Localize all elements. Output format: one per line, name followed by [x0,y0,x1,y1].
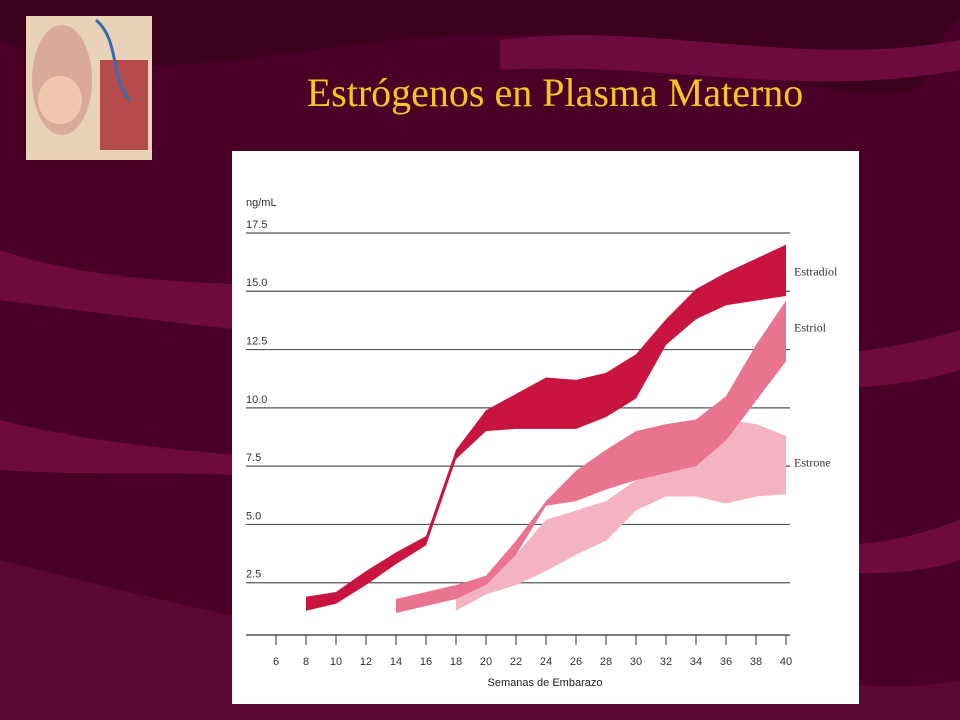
series-label: Estriol [794,320,827,334]
x-tick-label: 8 [303,656,309,668]
y-tick-label: 2.5 [246,569,261,581]
x-tick-label: 34 [690,656,702,668]
x-tick-label: 30 [630,656,642,668]
x-tick-label: 40 [780,656,792,668]
x-tick-label: 20 [480,656,492,668]
band [306,244,786,611]
x-tick-label: 32 [660,656,672,668]
y-tick-label: 7.5 [246,452,261,464]
x-tick-label: 38 [750,656,762,668]
x-tick-label: 24 [540,656,552,668]
y-axis-label: ng/mL [246,197,277,209]
series-label: Estrone [794,456,831,470]
illustration [26,16,152,160]
y-tick-label: 15.0 [246,277,267,289]
x-tick-label: 26 [570,656,582,668]
series-label: Estradiol [794,264,838,278]
x-tick-label: 10 [330,656,342,668]
y-tick-label: 5.0 [246,510,261,522]
y-tick-label: 12.5 [246,335,267,347]
slide-title: Estrógenos en Plasma Materno [307,70,804,115]
x-tick-label: 16 [420,656,432,668]
band [456,419,786,611]
x-tick-label: 28 [600,656,612,668]
x-tick-label: 36 [720,656,732,668]
x-tick-label: 18 [450,656,462,668]
x-tick-label: 22 [510,656,522,668]
x-axis-label: Semanas de Embarazo [488,677,603,689]
x-tick-label: 6 [273,656,279,668]
y-tick-label: 17.5 [246,219,267,231]
y-tick-label: 10.0 [246,394,267,406]
x-tick-label: 14 [390,656,402,668]
x-tick-label: 12 [360,656,372,668]
